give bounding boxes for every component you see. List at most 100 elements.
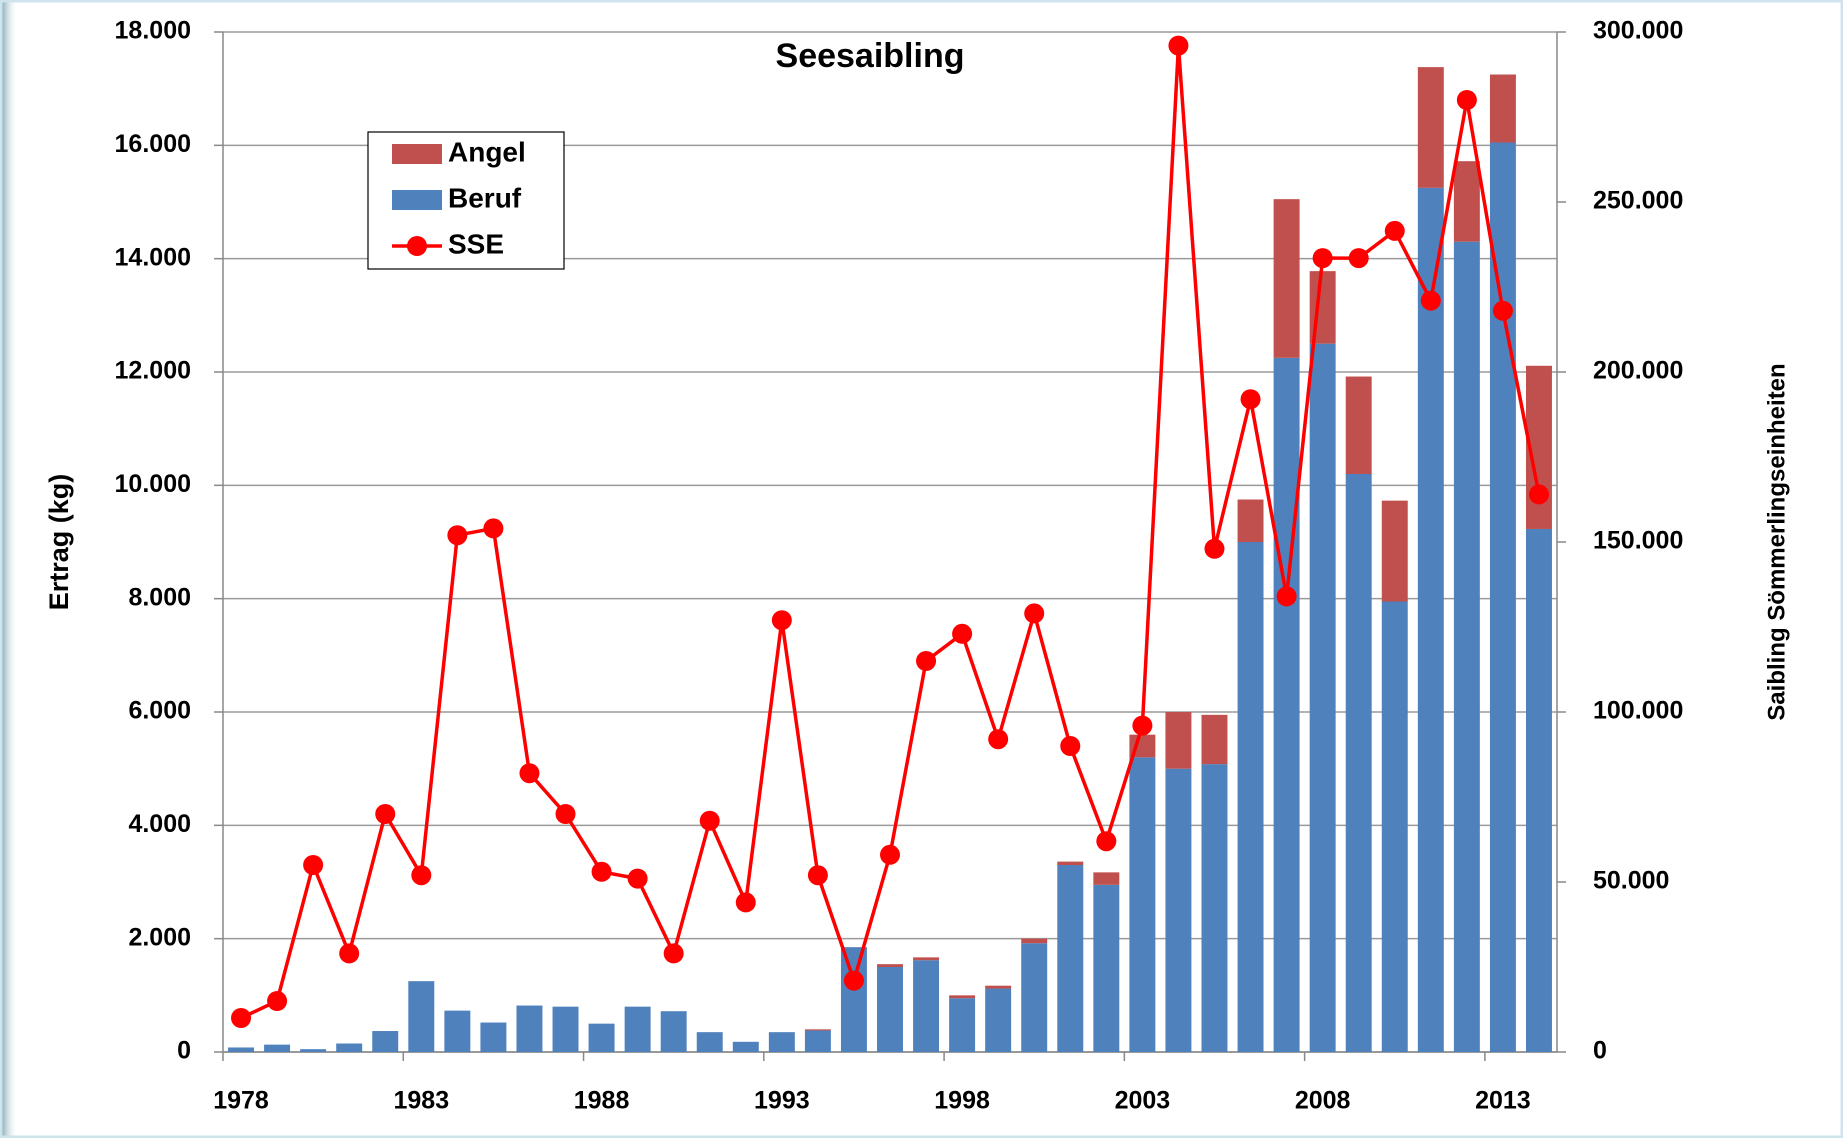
bar [1057, 865, 1083, 1052]
marker [772, 610, 792, 630]
marker [1421, 291, 1441, 311]
bar [553, 1007, 579, 1052]
marker [556, 804, 576, 824]
y2-tick-label: 250.000 [1593, 187, 1683, 215]
y-tick-label: 10.000 [115, 470, 191, 498]
marker [1349, 248, 1369, 268]
bar [1346, 377, 1372, 474]
legend-swatch [392, 144, 442, 164]
marker [808, 865, 828, 885]
marker [1385, 221, 1405, 241]
bar [949, 995, 975, 998]
marker [1313, 248, 1333, 268]
y2-tick-label: 150.000 [1593, 527, 1683, 555]
marker [628, 869, 648, 889]
y-tick-label: 6.000 [128, 697, 191, 725]
bar [985, 989, 1011, 1052]
y2-tick-label: 50.000 [1593, 867, 1669, 895]
marker [231, 1008, 251, 1028]
bar [372, 1031, 398, 1052]
y-tick-label: 4.000 [128, 810, 191, 838]
bar [1093, 872, 1119, 884]
bar [1274, 199, 1300, 358]
bar [769, 1032, 795, 1052]
marker [952, 624, 972, 644]
bar [589, 1024, 615, 1052]
bar [1346, 474, 1372, 1052]
page: Seesaibling Ertrag (kg) Saibling Sömmerl… [0, 0, 1843, 1138]
x-tick-label: 2003 [1115, 1087, 1171, 1115]
marker [1168, 36, 1188, 56]
bar [1274, 358, 1300, 1052]
bar [516, 1006, 542, 1052]
edge-decoration [0, 0, 18, 1138]
legend-swatch [392, 190, 442, 210]
bar [1202, 764, 1228, 1052]
legend-label: Beruf [448, 182, 522, 213]
bar [949, 998, 975, 1052]
marker [880, 845, 900, 865]
bar [1238, 500, 1264, 543]
bar [1021, 943, 1047, 1052]
y-tick-label: 0 [177, 1037, 191, 1065]
marker [411, 865, 431, 885]
y-tick-label: 2.000 [128, 923, 191, 951]
marker [1457, 90, 1477, 110]
y-axis-label: Ertrag (kg) [44, 474, 74, 611]
bar [444, 1011, 470, 1052]
bar [1490, 75, 1516, 143]
marker [1493, 301, 1513, 321]
bar [1526, 529, 1552, 1052]
bar [805, 1030, 831, 1052]
legend-swatch [407, 236, 427, 256]
marker [1096, 831, 1116, 851]
marker [1204, 539, 1224, 559]
y-tick-label: 12.000 [115, 357, 191, 385]
bar [877, 967, 903, 1052]
x-tick-label: 1998 [934, 1087, 990, 1115]
bar [841, 947, 867, 1052]
x-tick-label: 2013 [1475, 1087, 1531, 1115]
marker [844, 971, 864, 991]
bar [1129, 757, 1155, 1052]
marker [483, 518, 503, 538]
chart-title: Seesaibling [776, 37, 965, 75]
bar [913, 957, 939, 960]
bar [408, 981, 434, 1052]
bar [1202, 715, 1228, 764]
bar [913, 960, 939, 1052]
marker [375, 804, 395, 824]
bar [1418, 67, 1444, 188]
bar [1382, 501, 1408, 602]
x-tick-label: 2008 [1295, 1087, 1351, 1115]
bar [1021, 939, 1047, 944]
bar [480, 1023, 506, 1052]
x-tick-label: 1983 [393, 1087, 449, 1115]
marker [1241, 389, 1261, 409]
marker [1060, 736, 1080, 756]
y2-axis-label: Saibling Sömmerlingseinheiten [1763, 363, 1790, 720]
bar [1382, 602, 1408, 1053]
marker [303, 855, 323, 875]
bar [985, 986, 1011, 989]
bar [1165, 712, 1191, 769]
marker [916, 651, 936, 671]
bar [1238, 542, 1264, 1052]
bar [877, 964, 903, 967]
bar [1057, 862, 1083, 865]
marker [1024, 603, 1044, 623]
x-tick-label: 1988 [574, 1087, 630, 1115]
bar [228, 1047, 254, 1052]
marker [664, 943, 684, 963]
marker [339, 943, 359, 963]
marker [267, 991, 287, 1011]
y-tick-label: 14.000 [115, 243, 191, 271]
marker [700, 811, 720, 831]
y2-tick-label: 0 [1593, 1037, 1607, 1065]
marker [736, 892, 756, 912]
bar [300, 1049, 326, 1052]
y2-tick-label: 200.000 [1593, 357, 1683, 385]
bar [1165, 769, 1191, 1052]
marker [1132, 716, 1152, 736]
